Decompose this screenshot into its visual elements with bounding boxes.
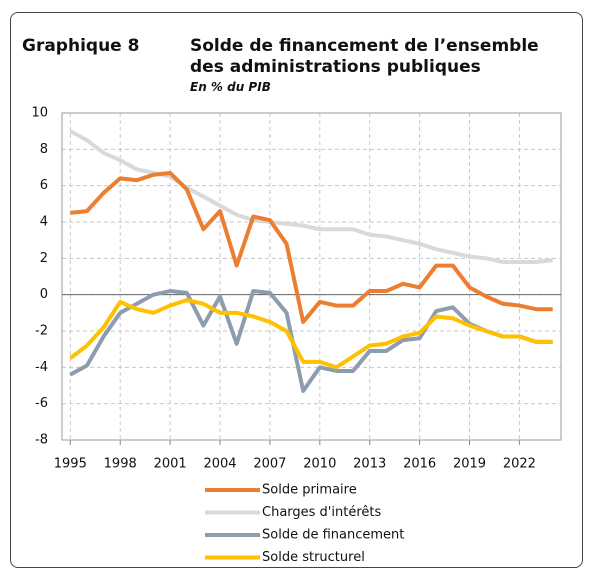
y-tick-label: 4: [40, 215, 48, 230]
chart-label: Graphique 8: [22, 36, 140, 56]
y-tick-label: 8: [40, 142, 48, 157]
x-tick-label: 2016: [403, 457, 436, 472]
y-tick-label: 6: [40, 178, 48, 193]
frame: [10, 12, 583, 568]
x-tick-label: 2019: [453, 457, 486, 472]
y-tick-label: -2: [35, 324, 48, 339]
legend-label: Solde de financement: [262, 528, 404, 543]
x-tick-label: 2007: [253, 457, 286, 472]
plot-frame: [61, 112, 562, 441]
chart-subtitle: En % du PIB: [190, 80, 271, 94]
x-tick-label: 2013: [353, 457, 386, 472]
legend-label: Solde structurel: [262, 550, 365, 565]
series-line: [70, 170, 553, 324]
legend-label: Charges d'intérêts: [262, 505, 381, 520]
y-tick-label: -8: [35, 433, 48, 448]
chart-title: Solde de financement de l’ensemble des a…: [190, 36, 539, 77]
y-tick-label: 2: [40, 251, 48, 266]
legend-label: Solde primaire: [262, 483, 357, 498]
series-line: [69, 129, 553, 264]
y-tick-label: 10: [31, 106, 48, 121]
x-tick-label: 2010: [303, 457, 336, 472]
series-line: [69, 298, 553, 370]
x-tick-label: 1998: [104, 457, 137, 472]
x-tick-label: 2004: [203, 457, 236, 472]
x-tick-label: 2001: [154, 457, 187, 472]
x-tick-label: 2022: [503, 457, 536, 472]
y-tick-label: -4: [35, 360, 48, 375]
y-tick-label: -6: [35, 396, 48, 411]
series-line: [69, 289, 553, 393]
y-tick-label: 0: [40, 287, 48, 302]
x-tick-label: 1995: [54, 457, 87, 472]
